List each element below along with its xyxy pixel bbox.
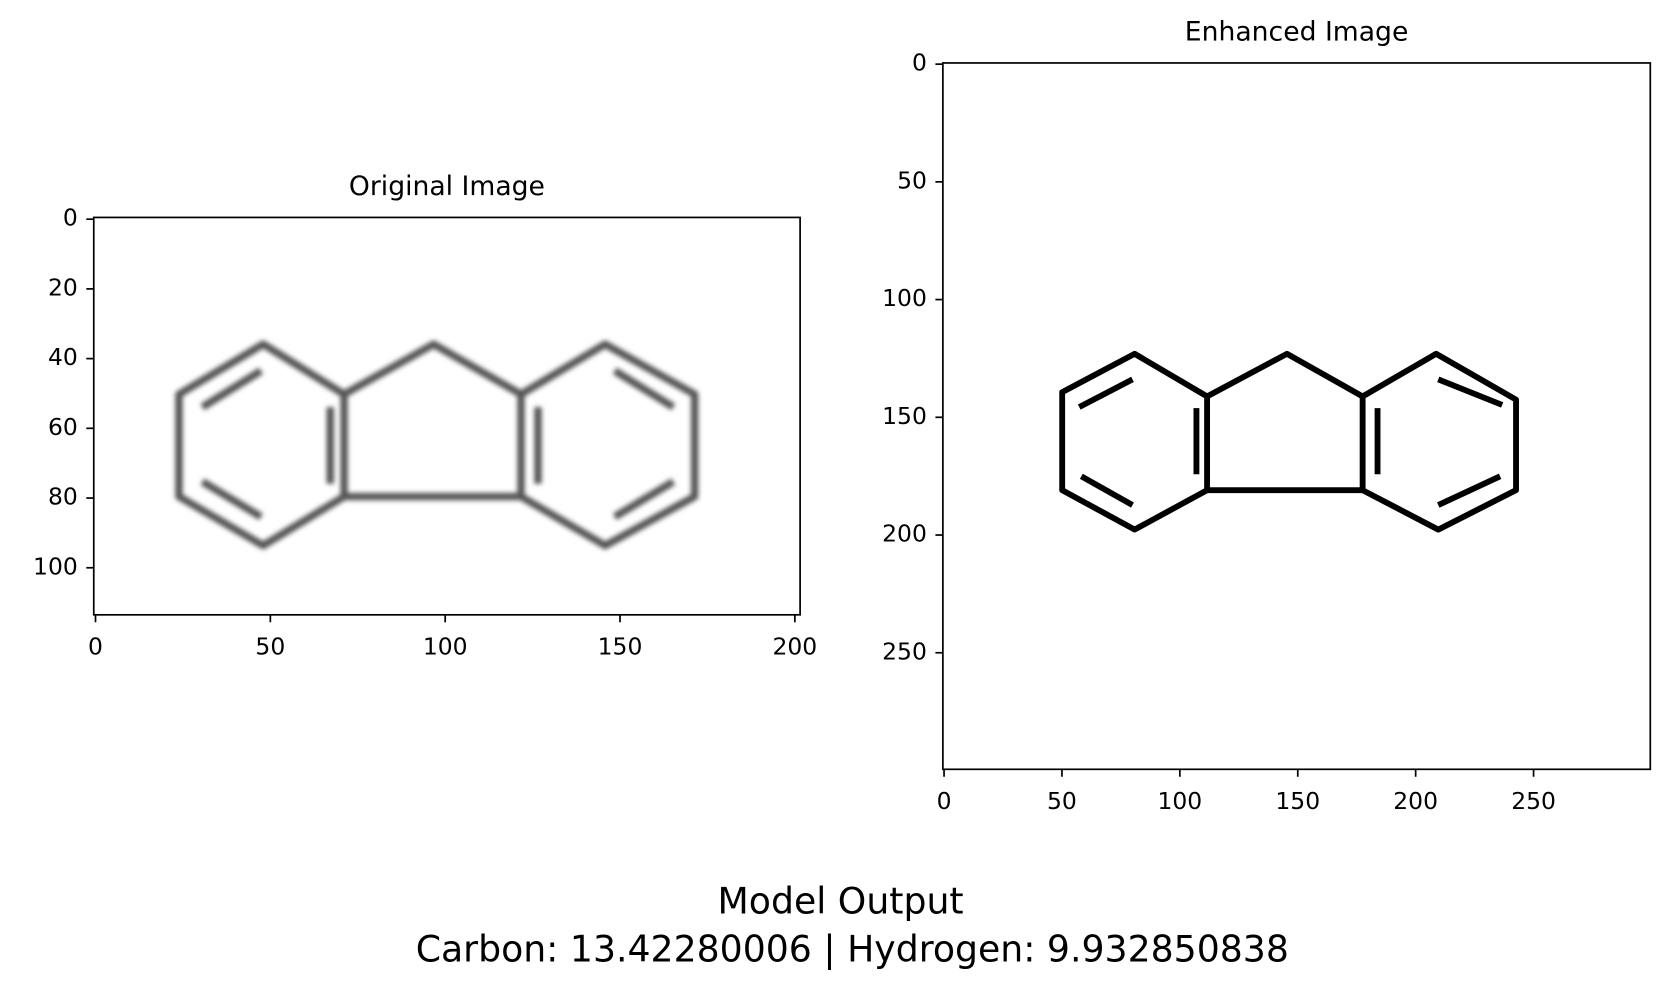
x-tick-label: 50 bbox=[1047, 787, 1077, 815]
y-tick-label: 250 bbox=[882, 637, 927, 665]
y-tick-label: 100 bbox=[882, 284, 927, 312]
y-tick-label: 0 bbox=[63, 204, 78, 232]
y-tick-label: 50 bbox=[897, 166, 927, 194]
x-tick-label: 0 bbox=[937, 787, 952, 815]
y-tick-label: 80 bbox=[48, 483, 78, 511]
x-tick-label: 100 bbox=[423, 632, 468, 660]
x-tick-label: 50 bbox=[255, 632, 285, 660]
axes-frame bbox=[942, 62, 1652, 771]
y-tick-label: 20 bbox=[48, 273, 78, 301]
x-tick-label: 200 bbox=[1393, 787, 1438, 815]
axes-frame bbox=[92, 216, 801, 616]
y-tick-label: 100 bbox=[33, 552, 78, 580]
figure-heading: Model Output bbox=[718, 880, 964, 923]
x-tick-label: 200 bbox=[772, 632, 817, 660]
y-tick-label: 0 bbox=[912, 49, 927, 77]
x-tick-label: 150 bbox=[1275, 787, 1320, 815]
y-tick-label: 60 bbox=[48, 413, 78, 441]
x-tick-label: 0 bbox=[88, 632, 103, 660]
panel-title: Enhanced Image bbox=[1185, 17, 1409, 48]
y-tick-label: 200 bbox=[882, 520, 927, 548]
enhanced-molecule bbox=[1059, 350, 1519, 533]
y-tick-label: 40 bbox=[48, 343, 78, 371]
x-tick-label: 100 bbox=[1157, 787, 1202, 815]
x-tick-label: 250 bbox=[1511, 787, 1556, 815]
original-molecule bbox=[175, 340, 699, 550]
figure-result: Carbon: 13.42280006 | Hydrogen: 9.932850… bbox=[416, 927, 1289, 970]
y-tick-label: 150 bbox=[882, 402, 927, 430]
x-tick-label: 150 bbox=[598, 632, 643, 660]
panel-title: Original Image bbox=[349, 171, 545, 202]
